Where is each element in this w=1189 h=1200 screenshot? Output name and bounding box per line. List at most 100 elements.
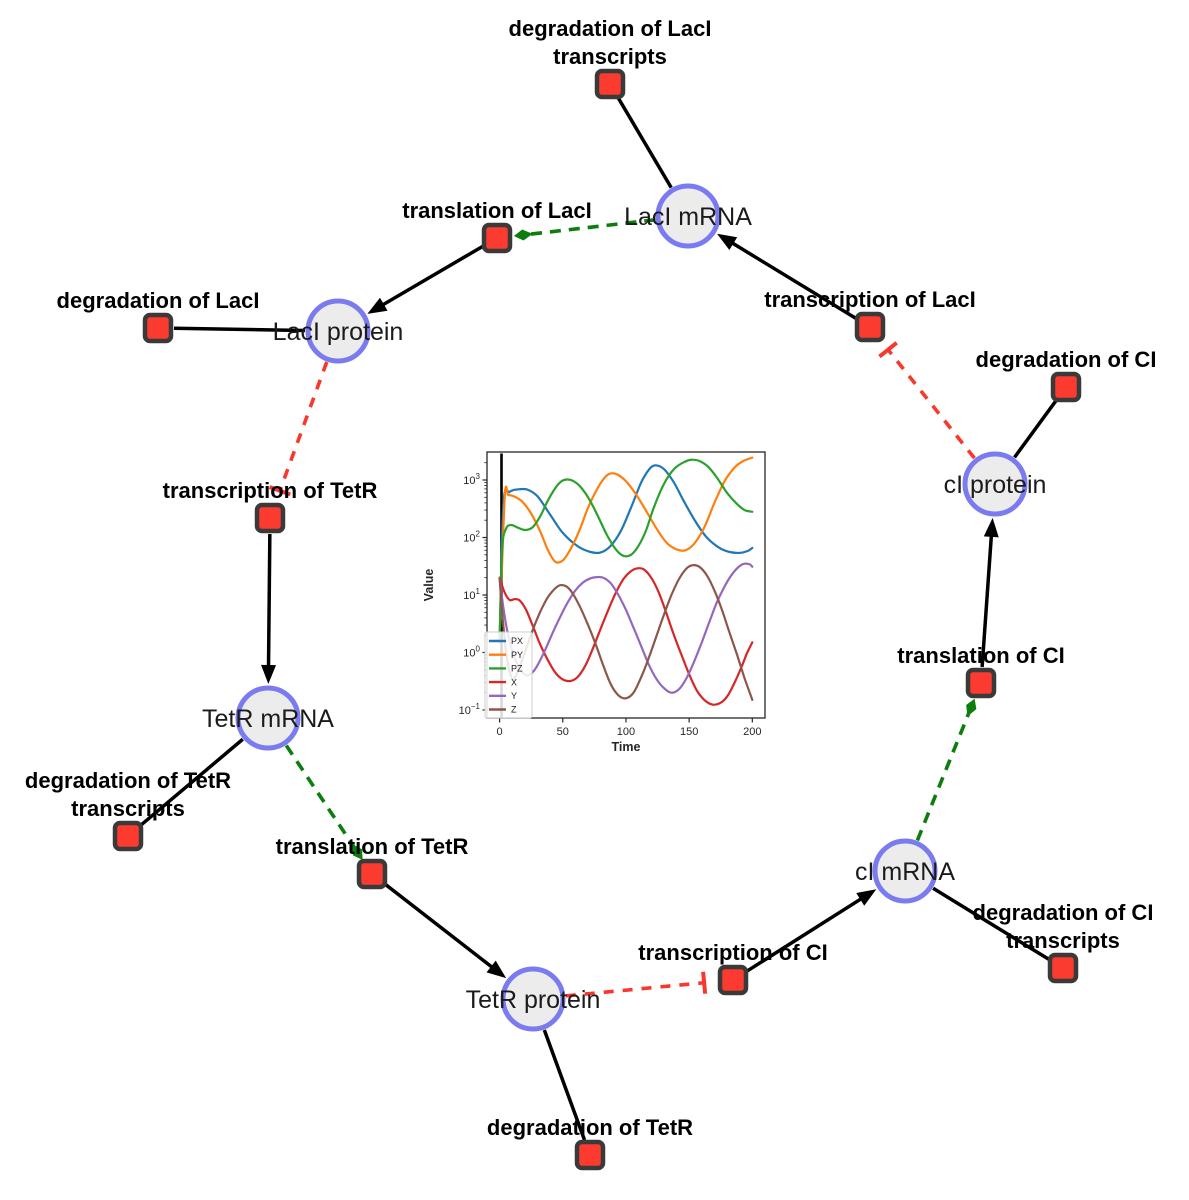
reaction-label-deg-ci-transcripts-line1: degradation of CI [973,900,1154,925]
reaction-label-deg-laci: degradation of LacI [57,288,260,313]
series-PZ-line [498,458,754,644]
reaction-label-deg-ci-transcripts-line2: transcripts [1006,928,1120,953]
edge-transcription-tetr-tetr-mrna [261,533,277,685]
legend-label-PZ: PZ [511,664,523,674]
chart-y-tick-2: 101 [463,587,480,602]
legend-label-Y: Y [511,691,517,701]
reaction-node-translation-tetr[interactable] [356,858,388,890]
reaction-label-deg-tetr-transcripts-line1: degradation of TetR [25,768,231,793]
reaction-square-icon[interactable] [112,820,144,852]
reaction-label-transcription-laci: transcription of LacI [764,287,975,312]
edge-translation-laci-laci-protein [367,244,485,314]
reaction-square-icon[interactable] [717,964,749,996]
reaction-node-transcription-ci[interactable] [717,964,749,996]
reaction-node-transcription-tetr[interactable] [254,502,286,534]
species-node-ci-protein[interactable] [962,451,1028,517]
edge-tetr-mrna-deg-tetr-transcripts [139,737,244,828]
reaction-square-icon[interactable] [356,858,388,890]
species-nodes-layer [235,183,1028,1032]
species-label-tetr-protein: TetR protein [466,986,601,1014]
reaction-square-icon[interactable] [254,502,286,534]
reaction-node-deg-tetr[interactable] [574,1139,606,1171]
chart-x-tick-4: 200 [743,726,761,738]
legend-label-PX: PX [511,636,523,646]
labels-layer: degradation of LacI transcripts translatio… [25,16,1157,1140]
reaction-square-icon[interactable] [594,68,626,100]
edge-tetr-protein-deg-tetr [542,1029,587,1141]
edge-ci-protein-deg-ci [1013,398,1058,459]
series-PY-line [498,456,754,644]
edge-ci-mrna-translation-ci [915,698,977,842]
reaction-nodes-layer [112,68,1082,1171]
edge-laci-protein-transcription-tetr [268,361,329,497]
reaction-node-translation-ci[interactable] [965,667,997,699]
reaction-label-deg-laci-transcripts-line1: degradation of LacI [509,16,712,41]
species-circle-icon[interactable] [305,298,371,364]
reaction-square-icon[interactable] [854,311,886,343]
chart-x-axis-label: Time [612,740,641,754]
chart-axes-box [486,451,766,719]
species-label-laci-mrna: LacI mRNA [624,203,752,231]
species-node-ci-mrna[interactable] [872,838,938,904]
species-circle-icon[interactable] [872,838,938,904]
reaction-node-deg-ci[interactable] [1050,371,1082,403]
species-circle-icon[interactable] [962,451,1028,517]
reaction-node-deg-ci-transcripts[interactable] [1047,952,1079,984]
species-node-tetr-protein[interactable] [500,966,566,1032]
chart-y-tick-1: 100 [463,645,480,660]
chart-x-tick-1: 50 [557,726,569,738]
reaction-node-deg-laci-transcripts[interactable] [594,68,626,100]
species-circle-icon[interactable] [235,685,301,751]
edge-translation-tetr-tetr-protein [383,882,507,979]
reaction-label-deg-tetr-transcripts-line2: transcripts [71,796,185,821]
reaction-label-transcription-ci: transcription of CI [638,940,827,965]
reaction-square-icon[interactable] [142,312,174,344]
edge-laci-protein-deg-laci [173,326,306,333]
reaction-label-translation-ci: translation of CI [897,643,1064,668]
edge-tetr-mrna-translation-tetr [284,744,363,860]
reaction-label-deg-laci-transcripts-line2: transcripts [553,44,667,69]
species-circle-icon[interactable] [655,183,721,249]
edge-laci-mrna-deg-laci-transcripts [616,96,673,189]
chart-legend: PX PY PZ XYZ [484,631,533,719]
series-PX-line [498,464,754,644]
reaction-node-translation-laci[interactable] [481,222,513,254]
species-label-ci-protein: cI protein [944,471,1047,499]
chart-x-tick-2: 100 [617,726,635,738]
reaction-label-deg-tetr: degradation of TetR [487,1115,693,1140]
reaction-node-transcription-laci[interactable] [854,311,886,343]
reaction-label-translation-laci: translation of LacI [402,198,591,223]
legend-label-Z: Z [511,705,517,715]
legend-label-X: X [511,677,517,687]
reaction-square-icon[interactable] [1047,952,1079,984]
species-circle-icon[interactable] [500,966,566,1032]
edge-laci-mrna-translation-laci [513,217,656,241]
species-node-tetr-mrna[interactable] [235,685,301,751]
species-label-laci-protein: LacI protein [273,318,404,346]
chart-x-tick-3: 150 [680,726,698,738]
species-label-ci-mrna: cI mRNA [855,858,955,886]
chart-y-tick-0: 10−1 [459,702,481,717]
reaction-square-icon[interactable] [965,667,997,699]
edge-tetr-protein-transcription-ci [565,971,708,998]
chart-y-tick-3: 102 [463,530,480,545]
edge-ci-mrna-deg-ci-transcripts [932,886,1051,962]
edge-translation-ci-ci-protein [980,517,999,668]
species-label-tetr-mrna: TetR mRNA [202,705,334,733]
series-X-line [498,567,754,706]
reaction-square-icon[interactable] [574,1139,606,1171]
reaction-square-icon[interactable] [481,222,513,254]
reaction-node-deg-tetr-transcripts[interactable] [112,820,144,852]
reaction-square-icon[interactable] [1050,371,1082,403]
edge-transcription-laci-laci-mrna [717,233,858,321]
species-node-laci-mrna[interactable] [655,183,721,249]
species-node-laci-protein[interactable] [305,298,371,364]
reaction-label-transcription-tetr: transcription of TetR [163,478,378,503]
chart-x-tick-0: 0 [497,726,503,738]
edge-transcription-ci-ci-mrna [745,889,877,973]
chart-y-axis-label: Value [422,569,436,602]
reaction-node-deg-laci[interactable] [142,312,174,344]
